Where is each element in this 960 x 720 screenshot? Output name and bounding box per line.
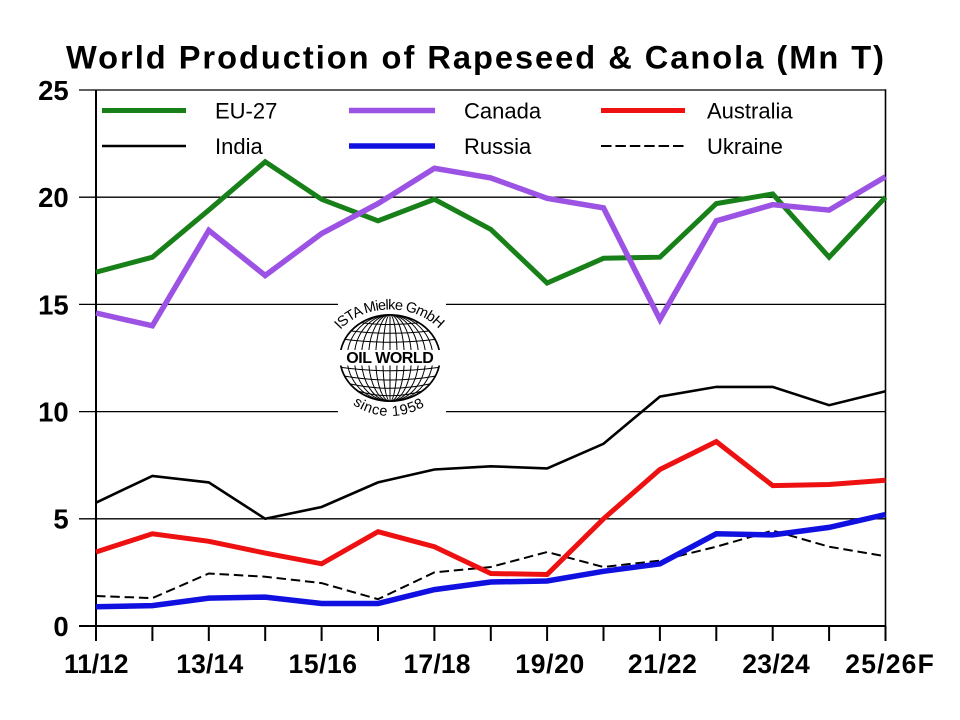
svg-text:19/20: 19/20 (515, 649, 584, 679)
svg-text:5: 5 (53, 504, 68, 535)
svg-text:23/24: 23/24 (742, 649, 810, 679)
svg-text:India: India (215, 134, 263, 159)
svg-text:21/22: 21/22 (628, 649, 697, 679)
svg-text:11/12: 11/12 (64, 649, 129, 679)
svg-text:25/26F: 25/26F (845, 649, 934, 679)
svg-text:25: 25 (38, 75, 69, 106)
svg-text:Australia: Australia (707, 98, 793, 123)
svg-text:13/14: 13/14 (176, 649, 243, 679)
svg-text:17/18: 17/18 (404, 649, 471, 679)
svg-text:World Production of Rapeseed &: World Production of Rapeseed & Canola (M… (66, 39, 884, 76)
svg-text:15/16: 15/16 (289, 649, 358, 679)
svg-text:10: 10 (38, 397, 69, 428)
svg-text:0: 0 (53, 611, 68, 642)
svg-text:Canada: Canada (464, 98, 542, 123)
svg-text:20: 20 (38, 182, 69, 213)
svg-text:Ukraine: Ukraine (707, 134, 783, 159)
svg-text:OIL WORLD: OIL WORLD (346, 350, 434, 367)
svg-text:EU-27: EU-27 (215, 98, 277, 123)
svg-text:15: 15 (38, 289, 69, 320)
svg-text:Russia: Russia (464, 134, 532, 159)
